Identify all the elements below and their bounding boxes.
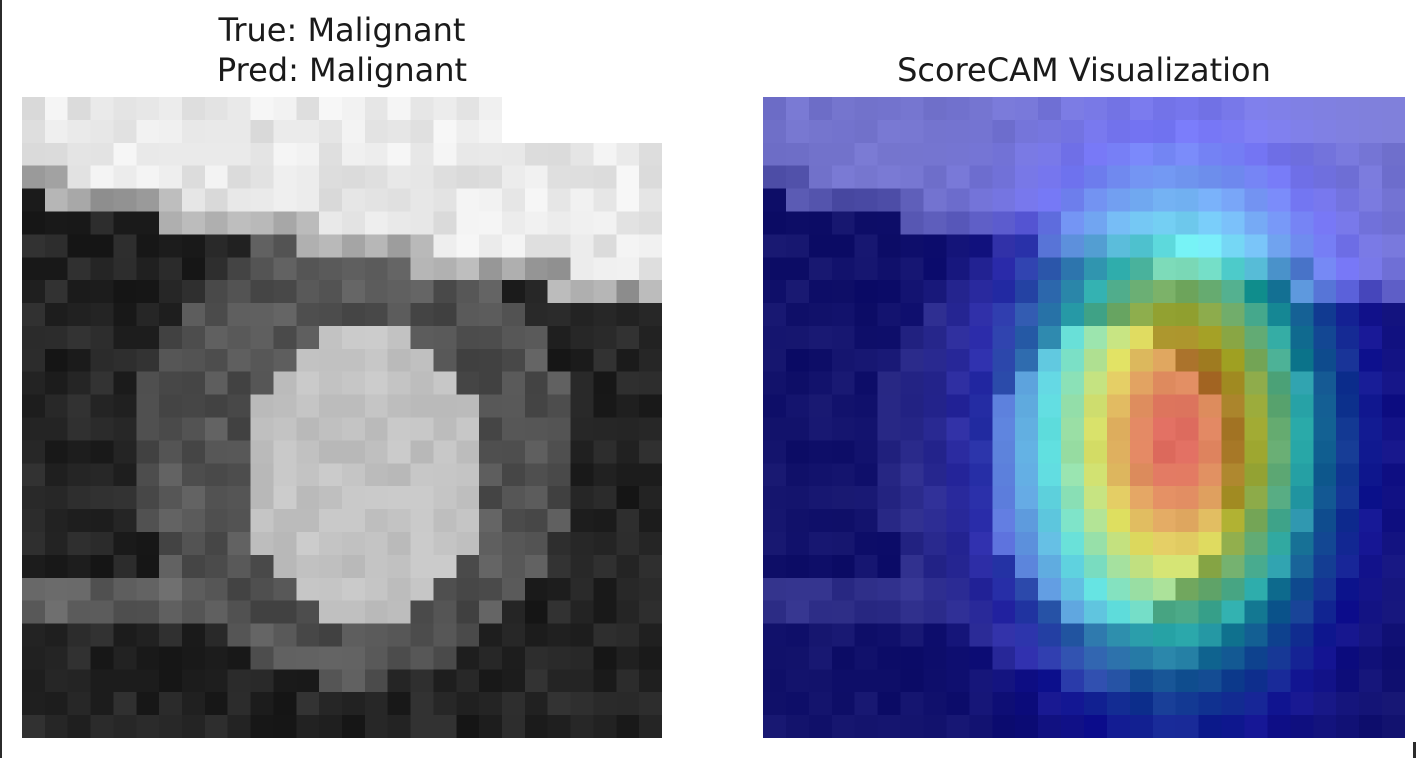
scorecam-heatmap-image xyxy=(763,97,1405,738)
scorecam-title: ScoreCAM Visualization xyxy=(897,51,1271,89)
true-label-title: True: Malignant xyxy=(218,11,466,49)
mri-grayscale-image xyxy=(22,97,662,738)
figure-border-left xyxy=(0,0,2,758)
prediction-label-title: Pred: Malignant xyxy=(216,51,468,89)
figure-border-right xyxy=(1413,742,1416,758)
